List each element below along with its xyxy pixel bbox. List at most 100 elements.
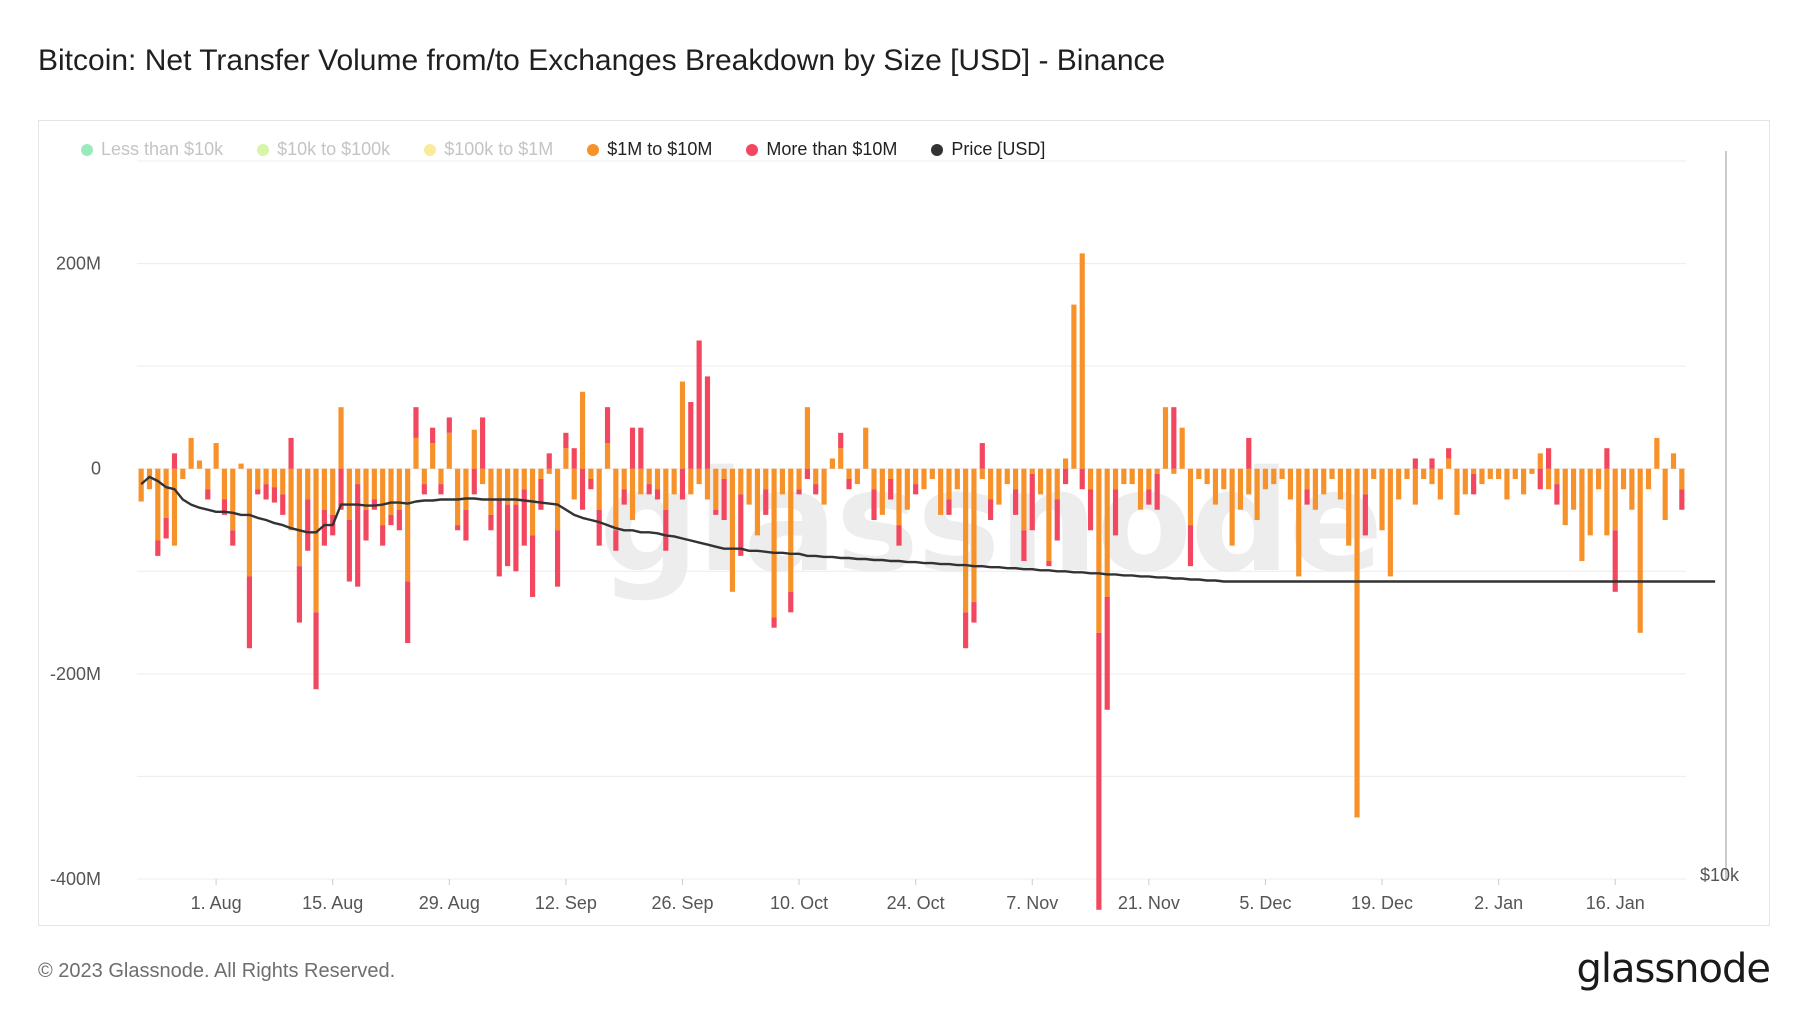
bar-1m-10m xyxy=(1304,468,1310,490)
bar-more-10m xyxy=(346,520,352,582)
bar-more-10m xyxy=(646,484,652,495)
bar-1m-10m xyxy=(1412,468,1418,505)
bar-more-10m xyxy=(1412,458,1418,469)
bar-1m-10m xyxy=(846,468,852,479)
bar-1m-10m xyxy=(996,468,1002,505)
bar-1m-10m xyxy=(1679,468,1685,490)
bar-more-10m xyxy=(1146,489,1152,505)
bar-more-10m xyxy=(804,468,810,479)
bar-1m-10m xyxy=(1595,468,1602,490)
bar-1m-10m xyxy=(796,468,802,490)
bar-1m-10m xyxy=(1629,468,1635,510)
bar-1m-10m xyxy=(1279,468,1285,479)
bar-1m-10m xyxy=(554,468,561,531)
bar-1m-10m xyxy=(863,427,869,469)
bar-1m-10m xyxy=(413,437,419,469)
legend-item-1[interactable]: $10k to $100k xyxy=(257,139,390,160)
bar-more-10m xyxy=(663,509,669,551)
legend-item-0[interactable]: Less than $10k xyxy=(81,139,223,160)
bar-1m-10m xyxy=(654,468,661,490)
bar-1m-10m xyxy=(1296,468,1302,577)
bar-more-10m xyxy=(579,468,586,510)
bar-1m-10m xyxy=(521,468,527,490)
bar-1m-10m xyxy=(380,468,386,526)
bar-1m-10m xyxy=(671,468,677,495)
bar-1m-10m xyxy=(1046,468,1052,562)
bar-more-10m xyxy=(1171,407,1177,469)
bar-1m-10m xyxy=(746,468,752,505)
x-tick-label: 29. Aug xyxy=(419,893,480,913)
bar-more-10m xyxy=(1013,489,1019,515)
bar-more-10m xyxy=(1187,525,1194,567)
bar-1m-10m xyxy=(313,468,319,613)
bar-1m-10m xyxy=(638,468,644,495)
bar-1m-10m xyxy=(604,443,611,469)
legend-item-2[interactable]: $100k to $1M xyxy=(424,139,553,160)
bar-more-10m xyxy=(846,478,852,490)
bar-1m-10m xyxy=(363,468,369,510)
bar-1m-10m xyxy=(1487,468,1493,479)
bar-more-10m xyxy=(546,453,552,469)
bar-1m-10m xyxy=(646,468,652,485)
y-tick-label: -200M xyxy=(50,664,101,684)
bar-more-10m xyxy=(321,509,327,546)
bar-1m-10m xyxy=(1396,468,1402,500)
bar-1m-10m xyxy=(321,468,327,510)
legend: Less than $10k $10k to $100k $100k to $1M $… xyxy=(81,139,1079,160)
chart-container: Less than $10k $10k to $100k $100k to $1M $… xyxy=(38,120,1770,926)
bar-1m-10m xyxy=(838,448,844,469)
bar-more-10m xyxy=(280,494,286,515)
bar-1m-10m xyxy=(146,468,153,490)
bar-1m-10m xyxy=(238,463,244,469)
legend-item-4[interactable]: More than $10M xyxy=(746,139,897,160)
bar-1m-10m xyxy=(1471,468,1477,474)
bar-1m-10m xyxy=(879,468,885,515)
bar-more-10m xyxy=(1546,448,1552,469)
bar-1m-10m xyxy=(1071,304,1077,469)
bar-more-10m xyxy=(763,489,769,515)
bar-1m-10m xyxy=(1329,468,1335,479)
legend-label: Less than $10k xyxy=(101,139,224,159)
bar-1m-10m xyxy=(1204,468,1210,485)
bar-more-10m xyxy=(1537,468,1543,490)
bar-1m-10m xyxy=(1654,437,1660,469)
bar-1m-10m xyxy=(421,468,427,485)
bar-1m-10m xyxy=(788,468,794,592)
bar-more-10m xyxy=(796,489,802,495)
bar-1m-10m xyxy=(971,468,977,603)
bar-1m-10m xyxy=(221,468,228,500)
bar-1m-10m xyxy=(305,468,311,500)
bar-more-10m xyxy=(971,602,977,623)
bar-more-10m xyxy=(1429,458,1435,469)
x-tick-label: 7. Nov xyxy=(1006,893,1058,913)
bar-1m-10m xyxy=(1038,468,1044,495)
bar-1m-10m xyxy=(1421,468,1427,479)
legend-item-3[interactable]: $1M to $10M xyxy=(587,139,712,160)
legend-dot-icon xyxy=(424,143,437,156)
bar-1m-10m xyxy=(1121,468,1127,485)
bar-1m-10m xyxy=(1321,468,1327,495)
bar-1m-10m xyxy=(1496,468,1502,479)
bar-1m-10m xyxy=(1221,468,1227,490)
x-tick-label: 24. Oct xyxy=(887,893,945,913)
bar-more-10m xyxy=(713,509,719,515)
bar-more-10m xyxy=(1087,489,1094,531)
bar-1m-10m xyxy=(954,468,960,490)
bar-more-10m xyxy=(538,478,544,510)
bar-1m-10m xyxy=(1112,468,1119,490)
legend-label: $1M to $10M xyxy=(607,139,713,159)
bar-more-10m xyxy=(838,432,844,449)
x-tick-label: 10. Oct xyxy=(770,893,828,913)
bar-1m-10m xyxy=(1387,468,1393,577)
bar-1m-10m xyxy=(355,468,361,485)
bar-more-10m xyxy=(888,478,894,500)
bar-more-10m xyxy=(596,509,602,546)
bar-1m-10m xyxy=(538,468,544,479)
bar-1m-10m xyxy=(1187,468,1194,526)
bar-1m-10m xyxy=(496,468,502,500)
legend-item-5[interactable]: Price [USD] xyxy=(931,139,1045,160)
bar-1m-10m xyxy=(946,468,952,500)
bar-1m-10m xyxy=(563,448,569,469)
legend-dot-icon xyxy=(587,143,600,156)
bar-1m-10m xyxy=(979,468,985,479)
